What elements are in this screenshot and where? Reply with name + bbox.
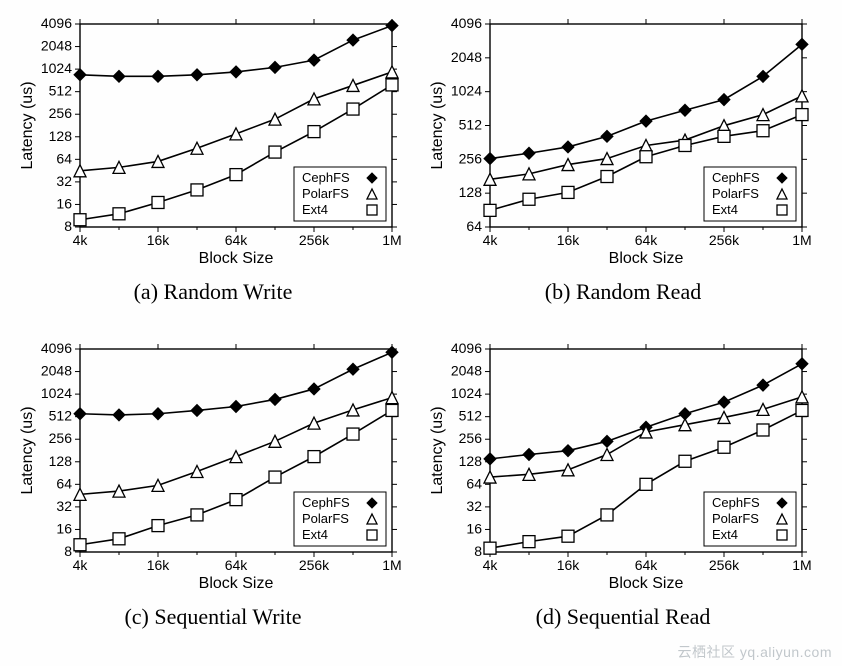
svg-text:256: 256 — [459, 430, 483, 446]
svg-text:32: 32 — [56, 498, 72, 514]
svg-text:8: 8 — [64, 543, 72, 559]
svg-text:2048: 2048 — [451, 49, 482, 65]
svg-text:2048: 2048 — [451, 363, 482, 379]
svg-text:4k: 4k — [73, 557, 89, 573]
svg-text:256k: 256k — [299, 232, 330, 248]
svg-text:1M: 1M — [382, 232, 401, 248]
svg-text:1M: 1M — [792, 557, 811, 573]
svg-text:4096: 4096 — [451, 15, 482, 31]
svg-text:1M: 1M — [382, 557, 401, 573]
svg-text:256: 256 — [49, 430, 73, 446]
svg-text:1024: 1024 — [451, 385, 482, 401]
svg-text:Block Size: Block Size — [609, 575, 684, 592]
legend: CephFSPolarFSExt4 — [704, 492, 796, 546]
svg-text:PolarFS: PolarFS — [302, 511, 349, 526]
svg-text:64: 64 — [466, 218, 482, 234]
svg-text:32: 32 — [56, 173, 72, 189]
legend: CephFSPolarFSExt4 — [294, 167, 386, 221]
svg-text:256: 256 — [49, 105, 73, 121]
svg-text:Block Size: Block Size — [199, 250, 274, 267]
svg-text:4k: 4k — [73, 232, 89, 248]
svg-text:4096: 4096 — [451, 340, 482, 356]
svg-text:PolarFS: PolarFS — [712, 511, 759, 526]
svg-text:16k: 16k — [557, 232, 581, 248]
svg-text:64k: 64k — [225, 232, 249, 248]
svg-text:Ext4: Ext4 — [302, 202, 328, 217]
chart-b: 64 128 256 512 1024 2048 4096 4k 16k 64k 256k 1M Blo… — [428, 10, 818, 275]
svg-text:CephFS: CephFS — [302, 170, 350, 185]
svg-text:64k: 64k — [635, 557, 659, 573]
svg-text:CephFS: CephFS — [302, 495, 350, 510]
svg-text:256k: 256k — [709, 232, 740, 248]
svg-text:64: 64 — [56, 475, 72, 491]
svg-text:128: 128 — [49, 453, 73, 469]
svg-text:64: 64 — [56, 150, 72, 166]
page: 8 16 32 64 128 256 512 1024 2048 4096 4k 16k 64k 256k… — [0, 0, 842, 666]
caption-d: (d) Sequential Read — [536, 604, 711, 630]
svg-text:256k: 256k — [709, 557, 740, 573]
svg-text:16k: 16k — [147, 557, 171, 573]
svg-text:4096: 4096 — [41, 340, 72, 356]
svg-text:Block Size: Block Size — [199, 575, 274, 592]
svg-text:256k: 256k — [299, 557, 330, 573]
svg-text:16: 16 — [56, 520, 72, 536]
svg-text:1M: 1M — [792, 232, 811, 248]
svg-text:128: 128 — [459, 184, 483, 200]
svg-text:512: 512 — [49, 83, 73, 99]
svg-text:Ext4: Ext4 — [712, 527, 738, 542]
legend: CephFSPolarFSExt4 — [294, 492, 386, 546]
svg-text:8: 8 — [474, 543, 482, 559]
svg-text:1024: 1024 — [451, 83, 482, 99]
svg-text:Latency (us): Latency (us) — [19, 406, 36, 494]
svg-text:8: 8 — [64, 218, 72, 234]
panel-c: 8 16 32 64 128 256 512 1024 2048 4096 4k 16k 64k 256k… — [18, 335, 408, 630]
svg-text:4k: 4k — [483, 557, 499, 573]
svg-text:32: 32 — [466, 498, 482, 514]
chart-a: 8 16 32 64 128 256 512 1024 2048 4096 4k 16k 64k 256k… — [18, 10, 408, 275]
svg-text:16k: 16k — [557, 557, 581, 573]
svg-text:512: 512 — [459, 117, 483, 133]
svg-text:CephFS: CephFS — [712, 495, 760, 510]
svg-text:Latency (us): Latency (us) — [429, 81, 446, 169]
svg-text:PolarFS: PolarFS — [712, 186, 759, 201]
svg-text:1024: 1024 — [41, 385, 72, 401]
svg-text:512: 512 — [459, 408, 483, 424]
svg-text:Block Size: Block Size — [609, 250, 684, 267]
svg-text:Latency (us): Latency (us) — [19, 81, 36, 169]
svg-text:512: 512 — [49, 408, 73, 424]
chart-c: 8 16 32 64 128 256 512 1024 2048 4096 4k 16k 64k 256k… — [18, 335, 408, 600]
svg-text:Ext4: Ext4 — [712, 202, 738, 217]
svg-text:128: 128 — [49, 128, 73, 144]
caption-c: (c) Sequential Write — [124, 604, 301, 630]
svg-text:2048: 2048 — [41, 363, 72, 379]
chart-grid: 8 16 32 64 128 256 512 1024 2048 4096 4k 16k 64k 256k… — [18, 10, 818, 630]
svg-text:16k: 16k — [147, 232, 171, 248]
svg-text:16: 16 — [56, 195, 72, 211]
svg-text:Ext4: Ext4 — [302, 527, 328, 542]
panel-a: 8 16 32 64 128 256 512 1024 2048 4096 4k 16k 64k 256k… — [18, 10, 408, 305]
series-polarfs — [80, 72, 392, 171]
caption-a: (a) Random Write — [134, 279, 293, 305]
svg-text:4k: 4k — [483, 232, 499, 248]
caption-b: (b) Random Read — [545, 279, 701, 305]
svg-text:256: 256 — [459, 150, 483, 166]
svg-text:16: 16 — [466, 520, 482, 536]
svg-text:64k: 64k — [225, 557, 249, 573]
svg-text:64k: 64k — [635, 232, 659, 248]
panel-d: 8 16 32 64 128 256 512 1024 2048 4096 4k 16k 64k 256k… — [428, 335, 818, 630]
svg-text:64: 64 — [466, 475, 482, 491]
svg-text:PolarFS: PolarFS — [302, 186, 349, 201]
svg-text:4096: 4096 — [41, 15, 72, 31]
svg-text:128: 128 — [459, 453, 483, 469]
panel-b: 64 128 256 512 1024 2048 4096 4k 16k 64k 256k 1M Blo… — [428, 10, 818, 305]
svg-text:1024: 1024 — [41, 60, 72, 76]
chart-d: 8 16 32 64 128 256 512 1024 2048 4096 4k 16k 64k 256k… — [428, 335, 818, 600]
legend: CephFSPolarFSExt4 — [704, 167, 796, 221]
watermark: 云栖社区 yq.aliyun.com — [678, 642, 832, 662]
svg-text:2048: 2048 — [41, 38, 72, 54]
svg-text:Latency (us): Latency (us) — [429, 406, 446, 494]
svg-text:CephFS: CephFS — [712, 170, 760, 185]
